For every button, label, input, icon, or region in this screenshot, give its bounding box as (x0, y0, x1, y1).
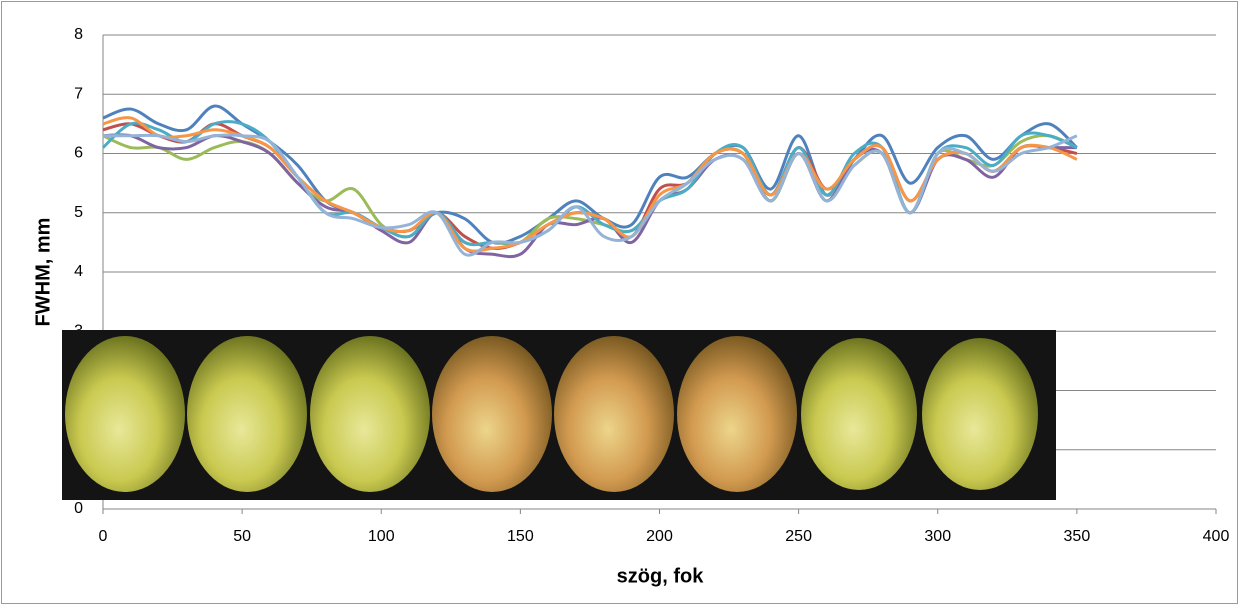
y-tick-label: 4 (74, 263, 83, 280)
x-axis-title: szög, fok (617, 565, 705, 587)
y-tick-label: 0 (74, 500, 83, 517)
x-tick-label: 250 (785, 528, 812, 545)
x-tick-label: 300 (924, 528, 951, 545)
x-tick-label: 100 (368, 528, 395, 545)
x-tick-label: 150 (507, 528, 534, 545)
y-axis-title: FWHM, mm (32, 218, 54, 327)
y-tick-label: 6 (74, 145, 83, 162)
data-line (103, 133, 1078, 257)
y-tick-label: 8 (74, 26, 83, 43)
x-tick-label: 50 (233, 528, 251, 545)
x-tick-label: 200 (646, 528, 673, 545)
x-tick-label: 400 (1203, 528, 1230, 545)
data-line (102, 116, 1078, 253)
y-tick-label: 7 (74, 85, 83, 102)
x-tick-label: 350 (1064, 528, 1091, 545)
apple-photo (62, 330, 1056, 500)
x-tick-label: 0 (99, 528, 108, 545)
y-tick-label: 5 (74, 204, 83, 221)
